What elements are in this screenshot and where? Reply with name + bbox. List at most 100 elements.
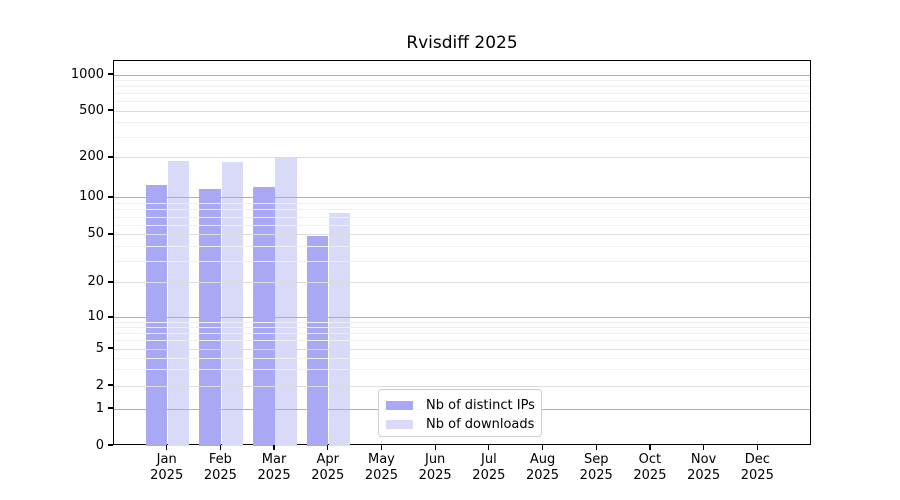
y-tick-label-50: 50	[87, 226, 104, 242]
legend-label-distinct-ips: Nb of distinct IPs	[426, 398, 535, 413]
x-tick-label-oct: Oct 2025	[623, 452, 677, 484]
gridline-1000	[114, 74, 810, 76]
bar-nb-of-distinct-ips-jan	[145, 185, 168, 446]
gridline-20	[114, 282, 810, 284]
bar-nb-of-downloads-apr	[328, 212, 351, 446]
x-tick-label-apr: Apr 2025	[301, 452, 355, 484]
gridline-minor	[114, 101, 810, 103]
gridline-minor	[114, 333, 810, 335]
legend-row-distinct-ips: Nb of distinct IPs	[386, 396, 541, 415]
x-tick-month: Jul	[481, 452, 497, 467]
x-tick-label-jun: Jun 2025	[408, 452, 462, 484]
y-tick-mark-5	[107, 347, 113, 349]
downloads-swatch	[386, 420, 413, 429]
x-tick-mark-jul	[488, 445, 490, 450]
y-tick-mark-2	[107, 384, 113, 386]
x-tick-year: 2025	[311, 468, 345, 483]
x-tick-year: 2025	[257, 468, 291, 483]
y-tick-label-2: 2	[95, 377, 104, 393]
gridline-minor	[114, 224, 810, 226]
gridline-5	[114, 348, 810, 350]
y-tick-label-5: 5	[95, 340, 104, 356]
x-tick-year: 2025	[418, 468, 452, 483]
x-tick-label-mar: Mar 2025	[247, 452, 301, 484]
gridline-minor	[114, 86, 810, 88]
y-tick-label-500: 500	[79, 102, 104, 118]
bar-nb-of-downloads-jan	[167, 160, 190, 446]
bar-nb-of-downloads-feb	[221, 161, 244, 446]
x-tick-month: Jan	[156, 452, 177, 467]
y-tick-mark-10	[107, 316, 113, 318]
gridline-minor	[114, 261, 810, 263]
gridline-minor	[114, 216, 810, 218]
x-tick-mark-sep	[595, 445, 597, 450]
x-tick-year: 2025	[364, 468, 398, 483]
x-tick-label-aug: Aug 2025	[516, 452, 570, 484]
x-tick-label-nov: Nov 2025	[677, 452, 731, 484]
y-tick-label-200: 200	[79, 149, 104, 165]
x-tick-year: 2025	[579, 468, 613, 483]
gridline-minor	[114, 79, 810, 81]
x-tick-label-may: May 2025	[354, 452, 408, 484]
bar-nb-of-distinct-ips-feb	[199, 188, 221, 446]
gridline-minor	[114, 340, 810, 342]
y-tick-mark-200	[107, 156, 113, 158]
x-tick-year: 2025	[687, 468, 721, 483]
x-tick-month: Jun	[424, 452, 446, 467]
plot-area	[113, 60, 811, 446]
gridline-50	[114, 234, 810, 236]
x-tick-mark-jan	[166, 445, 168, 450]
x-tick-year: 2025	[203, 468, 237, 483]
gridlines-layer	[114, 61, 810, 444]
x-tick-mark-oct	[649, 445, 651, 450]
x-tick-mark-dec	[756, 445, 758, 450]
x-tick-month: Nov	[690, 452, 717, 467]
legend-row-downloads: Nb of downloads	[386, 415, 541, 434]
x-tick-month: Aug	[529, 452, 556, 467]
gridline-minor	[114, 369, 810, 371]
x-tick-mark-may	[380, 445, 383, 450]
bar-nb-of-downloads-mar	[275, 157, 297, 446]
gridline-minor	[114, 136, 810, 138]
y-tick-label-1: 1	[95, 400, 104, 416]
x-tick-year: 2025	[150, 468, 184, 483]
x-tick-label-jul: Jul 2025	[462, 452, 516, 484]
x-tick-month: Mar	[261, 452, 287, 467]
y-tick-mark-20	[107, 281, 113, 283]
y-tick-mark-500	[107, 109, 113, 111]
x-tick-month: Dec	[744, 452, 770, 467]
y-tick-mark-1000	[107, 73, 113, 75]
legend-label-downloads: Nb of downloads	[426, 417, 535, 432]
gridline-100	[114, 197, 810, 199]
x-tick-mark-mar	[273, 445, 275, 450]
bar-nb-of-distinct-ips-mar	[253, 186, 275, 446]
gridline-minor	[114, 203, 810, 205]
x-tick-mark-aug	[541, 445, 544, 450]
x-tick-year: 2025	[472, 468, 506, 483]
x-tick-month: Sep	[583, 452, 609, 467]
x-tick-label-feb: Feb 2025	[193, 452, 247, 484]
y-tick-mark-0	[107, 444, 113, 446]
x-tick-mark-apr	[327, 445, 329, 450]
x-tick-month: Feb	[208, 452, 232, 467]
x-tick-label-jan: Jan 2025	[140, 452, 194, 484]
legend: Nb of distinct IPs Nb of downloads	[378, 389, 542, 437]
y-tick-label-1000: 1000	[70, 66, 104, 82]
y-tick-mark-50	[107, 233, 113, 235]
x-tick-mark-jun	[434, 445, 436, 450]
y-tick-label-100: 100	[79, 189, 104, 205]
x-tick-label-dec: Dec 2025	[730, 452, 784, 484]
x-tick-label-sep: Sep 2025	[569, 452, 623, 484]
y-tick-mark-100	[107, 196, 113, 198]
gridline-minor	[114, 209, 810, 211]
y-tick-mark-1	[107, 407, 113, 409]
x-tick-mark-nov	[703, 445, 705, 450]
gridline-500	[114, 110, 810, 112]
gridline-minor	[114, 121, 810, 123]
x-tick-month: Oct	[638, 452, 662, 467]
x-tick-year: 2025	[740, 468, 774, 483]
y-tick-label-10: 10	[87, 309, 104, 325]
distinct-ips-swatch	[386, 401, 413, 410]
y-tick-label-20: 20	[87, 274, 104, 290]
